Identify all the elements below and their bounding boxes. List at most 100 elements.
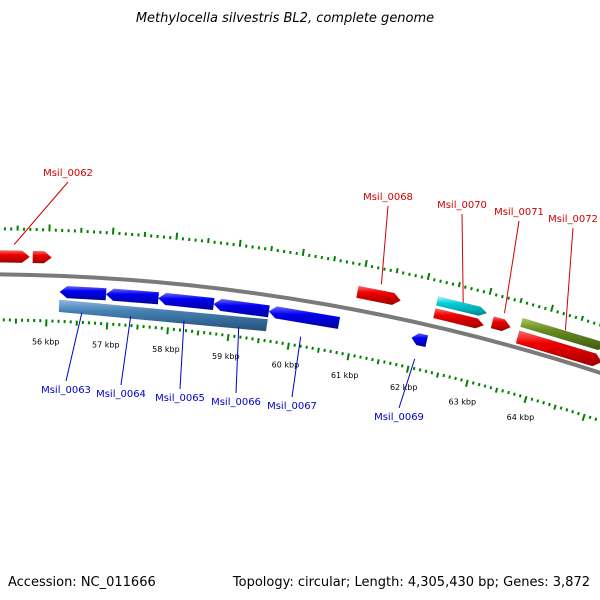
forward-tick-mark (519, 297, 523, 304)
forward-tick-mark (270, 246, 273, 252)
reverse-tick-mark (166, 327, 169, 335)
reverse-tick-mark (311, 346, 314, 350)
forward-tick-mark (513, 298, 517, 302)
forward-tick-mark (451, 282, 455, 286)
reverse-tick-mark (571, 410, 575, 414)
forward-tick-mark (544, 306, 547, 311)
gene-label-leader-line (179, 320, 185, 390)
reverse-tick-mark (448, 375, 451, 379)
reverse-gene-arrow[interactable] (58, 299, 268, 332)
reverse-tick-mark (588, 415, 592, 420)
map-title: Methylocella silvestris BL2, complete ge… (136, 11, 434, 26)
reverse-tick-mark (383, 360, 386, 364)
reverse-gene-arrow[interactable] (105, 288, 160, 305)
gene-label[interactable]: Msil_0067 (267, 401, 317, 412)
reverse-tick-mark (581, 413, 586, 422)
reverse-tick-mark (530, 397, 534, 401)
reverse-tick-mark (406, 365, 410, 373)
forward-tick-mark (476, 288, 480, 292)
forward-tick-mark (525, 301, 529, 305)
reverse-tick-mark (442, 373, 446, 378)
reverse-tick-mark (465, 379, 469, 388)
forward-gene-arrow[interactable] (0, 250, 31, 263)
gene-label[interactable]: Msil_0071 (494, 207, 544, 218)
forward-tick-mark (445, 280, 449, 285)
reverse-tick-mark (483, 384, 487, 388)
reverse-tick-mark (542, 401, 545, 405)
reverse-tick-mark (523, 395, 528, 404)
forward-gene-arrow[interactable] (433, 308, 485, 329)
gene-label[interactable]: Msil_0066 (211, 397, 261, 408)
forward-tick-mark (507, 296, 510, 300)
forward-gene-arrow[interactable] (520, 317, 600, 351)
reverse-tick-mark (565, 408, 569, 412)
gene-label-leader-line (504, 220, 520, 314)
reverse-tick-mark (359, 355, 362, 359)
reverse-tick-mark (553, 404, 557, 410)
gene-label[interactable]: Msil_0069 (374, 412, 424, 423)
gene-label[interactable]: Msil_0065 (155, 393, 205, 404)
forward-tick-mark (556, 310, 560, 314)
scale-label: 60 kbp (272, 361, 300, 370)
reverse-tick-mark (518, 394, 522, 398)
reverse-tick-mark (536, 399, 540, 403)
reverse-tick-mark (501, 389, 505, 393)
reverse-tick-mark (394, 362, 398, 367)
reverse-tick-mark (329, 349, 332, 354)
forward-tick-mark (550, 304, 554, 312)
forward-gene-track (0, 250, 600, 367)
gene-label-leader-line (235, 327, 240, 394)
forward-tick-mark (470, 286, 473, 291)
reverse-tick-mark (389, 361, 392, 365)
reverse-gene-arrow[interactable] (213, 298, 270, 318)
forward-gene-arrow[interactable] (435, 296, 488, 316)
reverse-tick-mark (371, 357, 374, 362)
forward-tick-mark (420, 275, 424, 279)
gene-label[interactable]: Msil_0072 (548, 214, 598, 225)
reverse-tick-mark (376, 359, 380, 365)
gene-label[interactable]: Msil_0062 (43, 168, 93, 179)
reverse-tick-mark (196, 330, 200, 336)
gene-label[interactable]: Msil_0064 (96, 389, 146, 400)
forward-tick-mark (175, 232, 179, 240)
forward-tick-mark (395, 268, 399, 274)
forward-gene-arrow[interactable] (490, 316, 511, 332)
reverse-tick-mark (559, 406, 563, 410)
gene-label-leader-line (398, 358, 416, 409)
gene-label-leader-line (461, 213, 464, 303)
gene-labels: Msil_0062 Msil_0068 Msil_0070 Msil_0071 Msil… (13, 168, 598, 423)
reverse-tick-mark (460, 378, 463, 382)
forward-tick-mark (333, 256, 336, 262)
forward-tick-mark (439, 279, 442, 283)
gene-label-leader-line (13, 181, 69, 245)
gene-label[interactable]: Msil_0070 (437, 200, 487, 211)
reverse-gene-arrow[interactable] (59, 285, 107, 301)
gene-label[interactable]: Msil_0063 (41, 385, 91, 396)
forward-gene-arrow[interactable] (32, 250, 53, 264)
reverse-gene-track (58, 285, 429, 348)
scale-label: 63 kbp (449, 397, 477, 406)
reverse-gene-arrow[interactable] (411, 332, 429, 348)
reverse-tick-mark (430, 370, 434, 375)
scale-label: 64 kbp (507, 413, 535, 422)
forward-gene-arrow[interactable] (356, 285, 401, 306)
reverse-gene-arrow[interactable] (157, 292, 215, 311)
gene-label[interactable]: Msil_0068 (363, 192, 413, 203)
forward-tick-mark (345, 260, 349, 264)
reverse-gene-arrow[interactable] (268, 306, 341, 330)
forward-tick-mark (494, 293, 498, 297)
genome-summary-label: Topology: circular; Length: 4,305,430 bp… (232, 575, 590, 590)
forward-tick-mark (408, 272, 411, 276)
forward-tick-mark (238, 239, 242, 247)
forward-tick-mark (501, 294, 504, 299)
forward-gene-arrow[interactable] (515, 330, 600, 367)
reverse-tick-mark (323, 348, 326, 353)
reverse-tick-mark (594, 417, 598, 422)
gene-label-leader-line (120, 315, 132, 386)
forward-tick-mark (301, 248, 305, 257)
reverse-tick-mark (400, 364, 404, 368)
kbp-scale-labels: 56 kbp 57 kbp 58 kbp 59 kbp 60 kbp 61 kbp 62 k… (32, 337, 534, 422)
scale-label: 61 kbp (331, 371, 359, 380)
scale-label: 59 kbp (212, 352, 240, 361)
reverse-tick-mark (286, 342, 290, 350)
